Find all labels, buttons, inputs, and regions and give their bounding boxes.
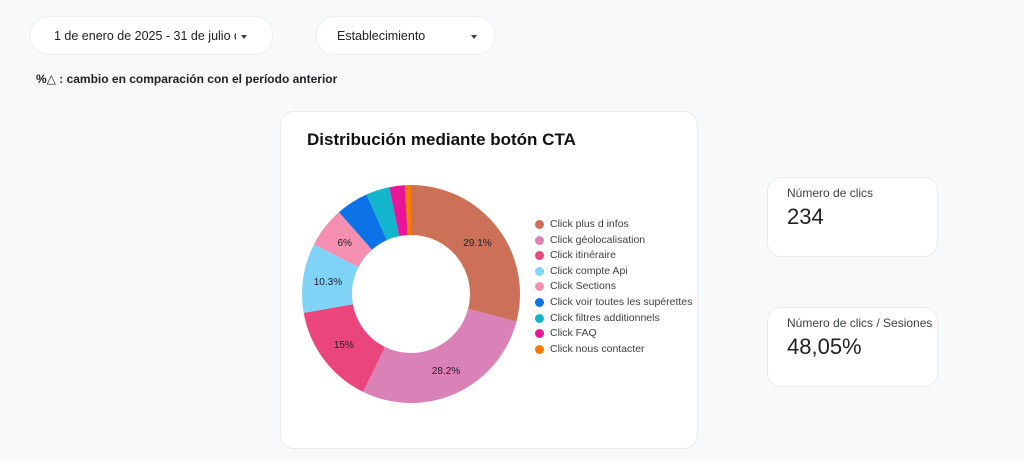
legend-swatch [535, 251, 544, 261]
legend-item[interactable]: Click FAQ [535, 327, 695, 340]
slice-data-label: 6% [337, 238, 352, 249]
legend-item[interactable]: Click nous contacter [535, 343, 695, 356]
kpi-value: 48,05% [787, 334, 862, 359]
date-range-selector[interactable]: 1 de enero de 2025 - 31 de julio de 2025 [30, 16, 273, 55]
legend-label: Click filtres additionnels [550, 311, 660, 324]
legend-swatch [535, 235, 544, 245]
donut-slice[interactable] [363, 308, 517, 403]
date-range-value: 1 de enero de 2025 - 31 de julio de 2025 [54, 28, 236, 43]
legend-label: Click compte Api [550, 264, 628, 277]
legend-swatch [535, 344, 544, 354]
legend-label: Click FAQ [550, 327, 597, 340]
donut-slice[interactable] [389, 185, 408, 237]
comparison-note: %△ : cambio en comparación con el períod… [36, 72, 338, 86]
legend-label: Click géolocalisation [550, 233, 646, 246]
donut-slice[interactable] [366, 187, 400, 241]
kpi-label: Número de clics [787, 186, 874, 200]
slice-data-label: 28.2% [432, 366, 460, 377]
donut-slice[interactable] [338, 194, 387, 250]
legend-label: Click Sections [550, 280, 616, 293]
legend-label: Click itinéraire [550, 249, 616, 262]
legend-swatch [535, 266, 544, 276]
legend-item[interactable]: Click filtres additionnels [535, 312, 695, 325]
establishment-value: Establecimiento [337, 28, 426, 43]
chart-card: Distribución mediante botón CTA 29.1% 28.… [280, 111, 698, 449]
slice-data-label: 29.1% [463, 238, 491, 249]
legend-label: Click voir toutes les supérettes [550, 295, 693, 308]
legend-label: Click plus d infos [550, 218, 629, 230]
kpi-card-clicks-per-session: Número de clics / Sesiones 48,05% [767, 307, 938, 387]
kpi-card-clicks: Número de clics 234 [767, 177, 938, 257]
donut-slice[interactable] [404, 185, 411, 236]
dropdown-caret-icon [241, 35, 247, 39]
donut-slice[interactable] [411, 185, 520, 322]
legend-swatch [535, 282, 544, 292]
establishment-selector[interactable]: Establecimiento [316, 16, 495, 55]
donut-slice[interactable] [313, 212, 373, 268]
legend-item[interactable]: Click plus d infos [535, 218, 695, 231]
legend-label: Click nous contacter [550, 342, 645, 355]
chart-legend: Click plus d infos Click géolocalisation C… [535, 218, 695, 358]
legend-swatch [535, 220, 544, 229]
legend-item[interactable]: Click Sections [535, 280, 695, 293]
legend-swatch [535, 297, 544, 307]
donut-slice[interactable] [302, 244, 359, 313]
legend-item[interactable]: Click compte Api [535, 265, 695, 278]
dropdown-caret-icon [471, 35, 477, 39]
legend-swatch [535, 329, 544, 339]
kpi-value: 234 [787, 204, 824, 229]
legend-item[interactable]: Click géolocalisation [535, 234, 695, 247]
slice-data-label: 15% [334, 340, 354, 351]
donut-slice[interactable] [303, 304, 386, 392]
slice-data-label: 10.3% [314, 277, 342, 288]
legend-swatch [535, 313, 544, 323]
donut-chart[interactable]: 29.1% 28.2% 15% 10.3% 6% [299, 182, 523, 406]
chart-title: Distribución mediante botón CTA [307, 130, 576, 149]
legend-item[interactable]: Click voir toutes les supérettes [535, 296, 695, 309]
kpi-label: Número de clics / Sesiones [787, 316, 933, 330]
legend-item[interactable]: Click itinéraire [535, 249, 695, 262]
